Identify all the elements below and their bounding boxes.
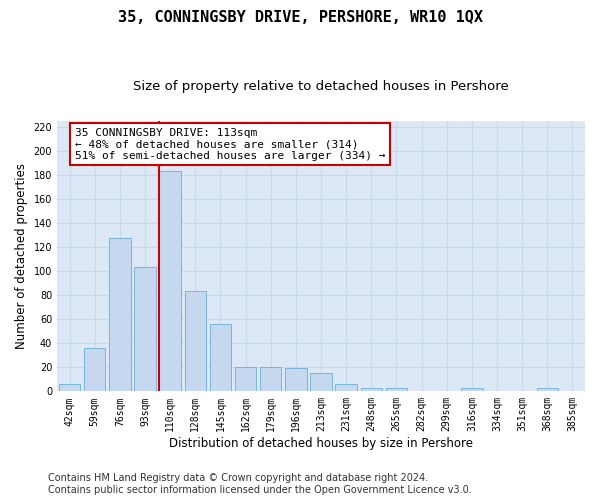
Bar [84, 348, 106, 392]
Text: 35, CONNINGSBY DRIVE, PERSHORE, WR10 1QX: 35, CONNINGSBY DRIVE, PERSHORE, WR10 1QX [118, 10, 482, 25]
Bar [260, 368, 281, 392]
Bar [185, 292, 206, 392]
Bar [134, 268, 156, 392]
Bar [285, 368, 307, 392]
Title: Size of property relative to detached houses in Pershore: Size of property relative to detached ho… [133, 80, 509, 93]
Text: 35 CONNINGSBY DRIVE: 113sqm
← 48% of detached houses are smaller (314)
51% of se: 35 CONNINGSBY DRIVE: 113sqm ← 48% of det… [74, 128, 385, 161]
X-axis label: Distribution of detached houses by size in Pershore: Distribution of detached houses by size … [169, 437, 473, 450]
Bar [160, 171, 181, 392]
Text: Contains HM Land Registry data © Crown copyright and database right 2024.
Contai: Contains HM Land Registry data © Crown c… [48, 474, 472, 495]
Bar [461, 388, 482, 392]
Bar [361, 388, 382, 392]
Bar [386, 388, 407, 392]
Bar [109, 238, 131, 392]
Y-axis label: Number of detached properties: Number of detached properties [15, 163, 28, 349]
Bar [210, 324, 231, 392]
Bar [235, 368, 256, 392]
Bar [536, 388, 558, 392]
Bar [310, 374, 332, 392]
Bar [335, 384, 357, 392]
Bar [59, 384, 80, 392]
